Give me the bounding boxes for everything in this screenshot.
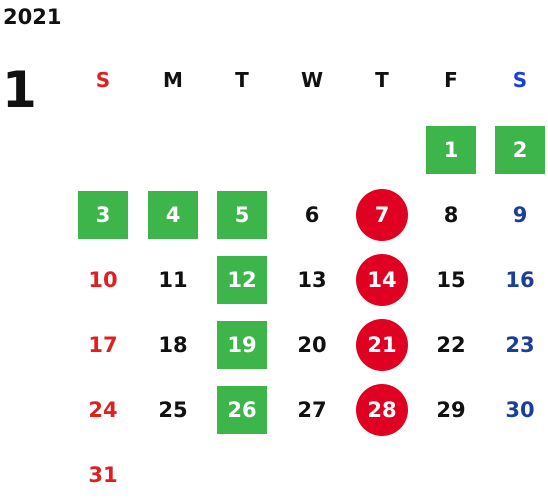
- day-cell: 27: [297, 398, 327, 422]
- day-cell: 15: [436, 268, 466, 292]
- day-cell: 1: [416, 124, 486, 176]
- day-cell: 10: [88, 268, 118, 292]
- weekday-thursday: T: [375, 68, 389, 92]
- weekday-saturday: S: [512, 68, 528, 92]
- week-row-3: 10 11 12 13 14 15 16: [68, 254, 548, 306]
- day-cell: 17: [88, 333, 118, 357]
- year-label: 2021: [3, 5, 62, 29]
- day-cell: 11: [158, 268, 188, 292]
- day-cell: 28: [347, 384, 417, 436]
- day-cell: 29: [436, 398, 466, 422]
- day-cell: 8: [443, 203, 459, 227]
- day-cell: 7: [347, 189, 417, 241]
- day-cell: 19: [207, 319, 277, 371]
- day-cell: 23: [505, 333, 535, 357]
- day-cell: 16: [505, 268, 535, 292]
- day-cell: 6: [304, 203, 320, 227]
- weekday-tuesday: T: [235, 68, 249, 92]
- week-row-5: 24 25 26 27 28 29 30: [68, 384, 548, 436]
- weekday-friday: F: [444, 68, 458, 92]
- weekday-wednesday: W: [300, 68, 324, 92]
- day-cell: 31: [88, 463, 118, 487]
- month-label: 1: [2, 61, 37, 119]
- day-cell: 3: [68, 189, 138, 241]
- week-row-4: 17 18 19 20 21 22 23: [68, 319, 548, 371]
- day-cell: 12: [207, 254, 277, 306]
- day-cell: 9: [512, 203, 528, 227]
- day-cell: 18: [158, 333, 188, 357]
- day-cell: 2: [485, 124, 548, 176]
- day-cell: 30: [505, 398, 535, 422]
- day-cell: 20: [297, 333, 327, 357]
- weekday-sunday: S: [95, 68, 111, 92]
- day-cell: 22: [436, 333, 466, 357]
- day-cell: 13: [297, 268, 327, 292]
- week-row-1: 1 2: [68, 124, 548, 176]
- day-cell: 25: [158, 398, 188, 422]
- day-cell: 21: [347, 319, 417, 371]
- day-cell: 24: [88, 398, 118, 422]
- weekday-header: S M T W T F S: [68, 54, 548, 106]
- day-cell: 4: [138, 189, 208, 241]
- week-row-2: 3 4 5 6 7 8 9: [68, 189, 548, 241]
- week-row-6: 31: [68, 449, 548, 501]
- weekday-monday: M: [163, 68, 183, 92]
- day-cell: 5: [207, 189, 277, 241]
- day-cell: 14: [347, 254, 417, 306]
- day-cell: 26: [207, 384, 277, 436]
